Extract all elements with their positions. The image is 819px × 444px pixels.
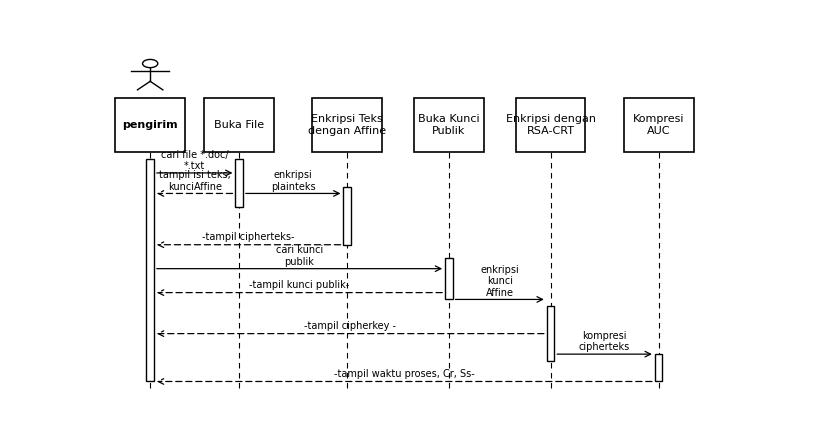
- Text: -tampil waktu proses, Cr, Ss-: -tampil waktu proses, Cr, Ss-: [333, 369, 474, 379]
- FancyBboxPatch shape: [546, 306, 554, 361]
- Text: tampil isi teks,
kunciAffine: tampil isi teks, kunciAffine: [159, 170, 230, 192]
- Text: Buka File: Buka File: [214, 120, 264, 130]
- Text: pengirim: pengirim: [122, 120, 178, 130]
- FancyBboxPatch shape: [445, 258, 452, 299]
- Text: Enkripsi dengan
RSA-CRT: Enkripsi dengan RSA-CRT: [505, 114, 595, 136]
- Text: -tampil kunci publik-: -tampil kunci publik-: [249, 280, 349, 290]
- Text: Kompresi
AUC: Kompresi AUC: [632, 114, 684, 136]
- Text: -tampil cipherkey -: -tampil cipherkey -: [304, 321, 396, 331]
- FancyBboxPatch shape: [654, 354, 662, 381]
- FancyBboxPatch shape: [115, 98, 185, 152]
- Text: Enkripsi Teks
dengan Affine: Enkripsi Teks dengan Affine: [308, 114, 386, 136]
- Text: cari file *.doc/
*.txt: cari file *.doc/ *.txt: [161, 150, 229, 171]
- FancyBboxPatch shape: [204, 98, 274, 152]
- Text: cari kunci
publik: cari kunci publik: [275, 246, 323, 267]
- FancyBboxPatch shape: [515, 98, 585, 152]
- FancyBboxPatch shape: [235, 159, 242, 207]
- Text: Buka Kunci
Publik: Buka Kunci Publik: [418, 114, 479, 136]
- FancyBboxPatch shape: [414, 98, 483, 152]
- Text: enkripsi
plainteks: enkripsi plainteks: [270, 170, 315, 192]
- FancyBboxPatch shape: [312, 98, 382, 152]
- Text: kompresi
cipherteks: kompresi cipherteks: [578, 331, 630, 353]
- Text: -tampil cipherteks-: -tampil cipherteks-: [202, 232, 295, 242]
- Text: enkripsi
kunci
Affine: enkripsi kunci Affine: [480, 265, 518, 298]
- FancyBboxPatch shape: [146, 159, 154, 381]
- FancyBboxPatch shape: [623, 98, 693, 152]
- FancyBboxPatch shape: [343, 186, 351, 245]
